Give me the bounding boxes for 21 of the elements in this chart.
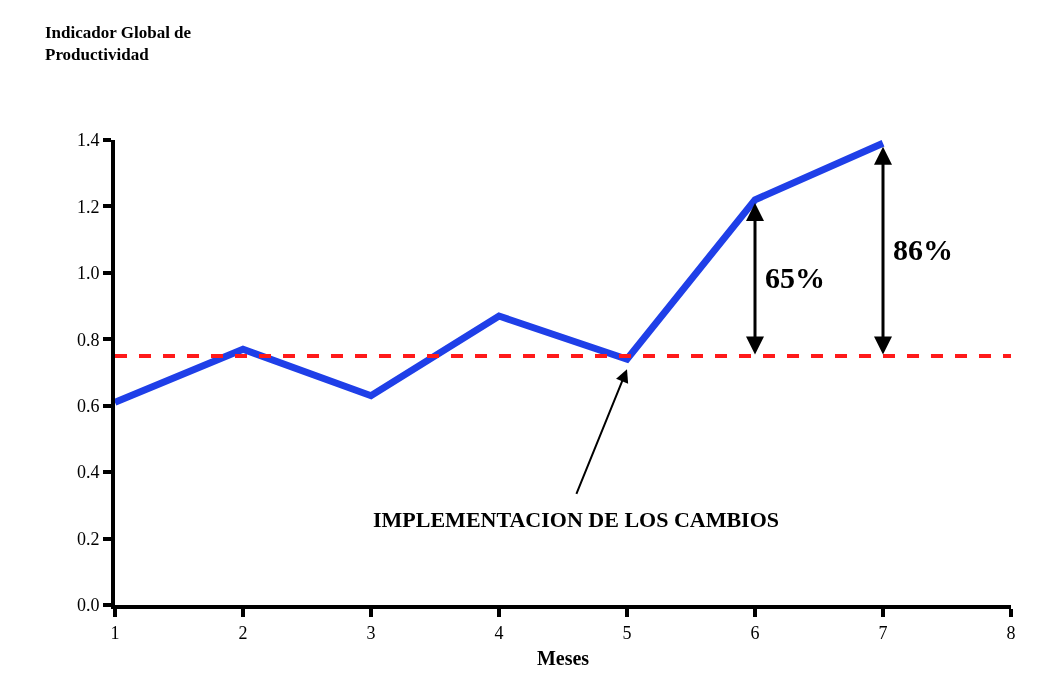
annotation: 65% bbox=[765, 261, 825, 294]
x-tick-label: 5 bbox=[622, 622, 632, 643]
y-tick-label: 1.2 bbox=[76, 196, 100, 217]
y-tick-label: 0.0 bbox=[76, 595, 100, 616]
annotation: IMPLEMENTACION DE LOS CAMBIOS bbox=[373, 507, 780, 532]
y-tick-label: 1.0 bbox=[76, 263, 100, 284]
y-tick-label: 0.8 bbox=[76, 329, 100, 350]
y-tick-label: 0.6 bbox=[76, 396, 100, 417]
x-tick-label: 8 bbox=[1006, 622, 1016, 643]
x-tick-label: 6 bbox=[750, 622, 760, 643]
x-tick-label: 7 bbox=[878, 622, 888, 643]
y-tick-label: 0.2 bbox=[76, 528, 100, 549]
y-tick-label: 1.4 bbox=[76, 130, 100, 151]
x-tick-label: 1 bbox=[110, 622, 120, 643]
x-tick-label: 2 bbox=[238, 622, 248, 643]
x-axis-title: Meses bbox=[536, 646, 590, 669]
y-axis-title: Indicador Global de Productividad bbox=[45, 23, 192, 65]
x-tick-label: 3 bbox=[366, 622, 376, 643]
annotation: 86% bbox=[893, 233, 953, 266]
x-tick-label: 4 bbox=[494, 622, 504, 643]
y-tick-label: 0.4 bbox=[76, 462, 100, 483]
